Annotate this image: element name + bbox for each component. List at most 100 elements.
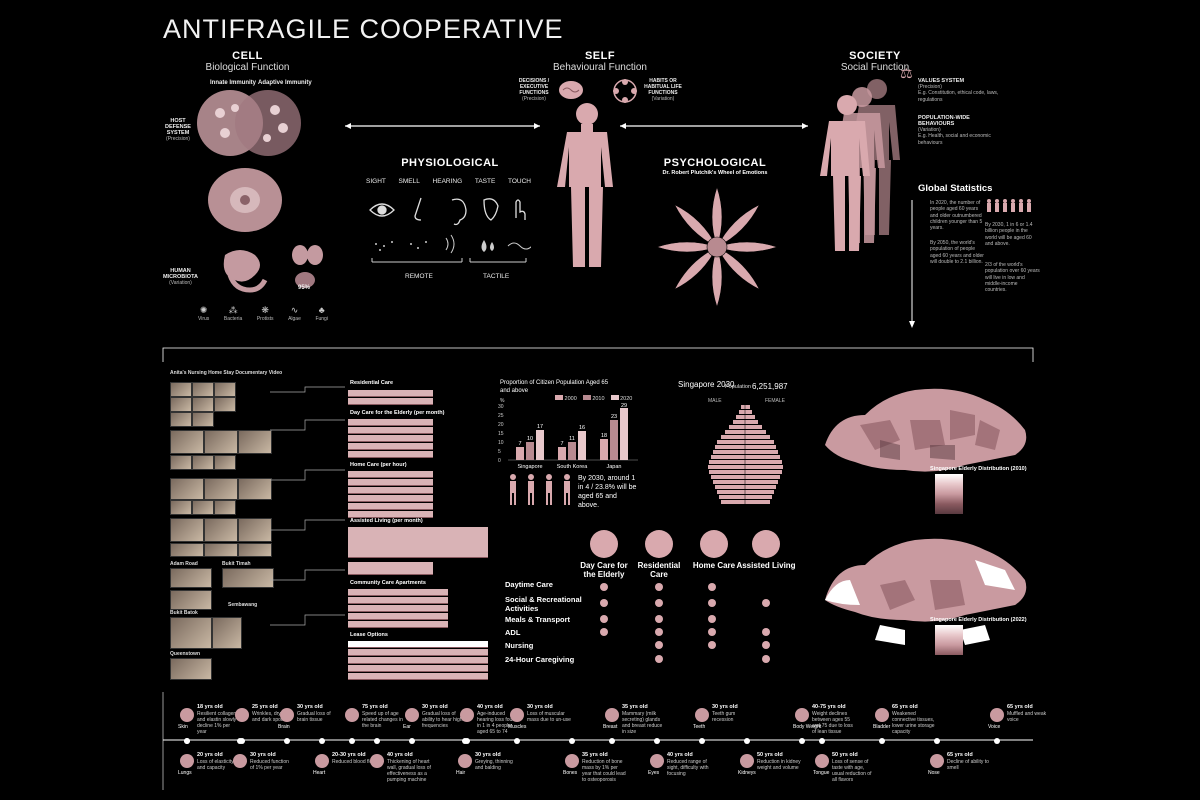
timeline-age: 20-30 yrs old	[332, 752, 366, 758]
elderly-figures	[510, 474, 570, 505]
timeline-description: Wrinkles, dryness and dark spots	[252, 710, 292, 723]
svg-text:Singapore: Singapore	[517, 464, 542, 470]
map-2022-title: Singapore Elderly Distribution (2022)	[930, 617, 1027, 623]
svg-text:7: 7	[518, 441, 521, 447]
timeline-organ-label: Nose	[928, 770, 940, 776]
sense-sight: SIGHT	[366, 178, 386, 185]
timeline-organ-label: Breast	[603, 724, 618, 730]
timeline-marker	[799, 738, 805, 744]
timeline-organ-label: Bladder	[873, 724, 891, 730]
timeline-entry: 30 yrs old Greying, thinning and balding	[475, 752, 519, 771]
pyramid-bar-female	[745, 480, 778, 484]
timeline-organ-icon	[565, 754, 579, 768]
microbe-virus: ✺ Virus	[198, 305, 210, 323]
activity-24hr: 24-Hour Caregiving	[505, 655, 575, 664]
timeline-age: 50 yrs old	[832, 752, 858, 758]
pyramid-bar-male	[713, 450, 745, 454]
timeline-marker	[184, 738, 190, 744]
pyramid-bar-male	[741, 405, 745, 409]
timeline-marker	[744, 738, 750, 744]
timeline-description: Loss of sense of taste with age, usual r…	[832, 758, 872, 783]
global-fact-3: By 2050, the world's population of peopl…	[930, 240, 984, 265]
timeline-entry: 40 yrs old Reduced range of sight, diffic…	[667, 752, 711, 777]
timeline-age: 65 yrs old	[892, 704, 918, 710]
timeline-description: Reduction in kidney weight and volume	[757, 758, 801, 771]
timeline-entry: 65 yrs old Decline of ability to smell	[947, 752, 991, 771]
pyramid-bar-female	[745, 460, 782, 464]
host-defense: HOST DEFENSE SYSTEM (Precision)	[158, 118, 198, 142]
timeline-organ-icon	[695, 708, 709, 722]
self-section: SELF Behavioural Function	[520, 50, 680, 73]
timeline-age: 65 yrs old	[947, 752, 973, 758]
activity-social: Social & Recreational Activities	[505, 595, 582, 613]
table-community-title: Community Care Apartments	[350, 580, 426, 586]
organs-diagram	[223, 245, 323, 293]
timeline-entry: 20-30 yrs old Reduced blood flow	[332, 752, 376, 765]
timeline-marker	[699, 738, 705, 744]
location-bukit-timah: Bukit Timah	[222, 561, 251, 567]
video-title: Anita's Nursing Home Stay Documentary Vi…	[170, 370, 283, 376]
pyramid-bar-female	[745, 450, 778, 454]
scales-icon: ⚖	[900, 65, 913, 81]
population-desc: E.g. Health, social and economic behavio…	[918, 133, 991, 146]
svg-text:23: 23	[611, 414, 617, 420]
timeline-organ-icon	[990, 708, 1004, 722]
timeline-organ-label: Brain	[278, 724, 290, 730]
table-residential-title: Residential Care	[350, 380, 394, 386]
microbe-fungi: ♣ Fungi	[315, 305, 328, 323]
timeline-entry: 30 yrs old Reduced function of 1% per yea…	[250, 752, 294, 771]
pyramid-bar-male	[715, 485, 745, 489]
timeline-marker	[462, 738, 468, 744]
timeline-description: Age-induced hearing loss found in 1 in 4…	[477, 710, 518, 735]
emotion-wheel	[656, 186, 778, 308]
timeline-organ-icon	[875, 708, 889, 722]
map-2010-legend	[935, 474, 963, 514]
timeline-age: 40 yrs old	[667, 752, 693, 758]
timeline-age: 30 yrs old	[475, 752, 501, 758]
timeline-entry: 30 yrs old Loss of muscular mass due to u…	[527, 704, 571, 723]
location-queenstown: Queenstown	[170, 651, 201, 657]
timeline-description: Weakened connective tissues, lower urine…	[892, 710, 935, 735]
timeline-marker	[284, 738, 290, 744]
svg-text:29: 29	[621, 403, 627, 409]
pyramid-female-label: FEMALE	[765, 398, 786, 404]
timeline-age: 40 yrs old	[477, 704, 503, 710]
page-title: ANTIFRAGILE COOPERATIVE	[163, 14, 564, 44]
timeline-description: Gradual loss of brain tissue	[297, 710, 331, 723]
timeline-entry: 35 yrs old Reduction of bone mass by 1% p…	[582, 752, 626, 783]
society-section: SOCIETY Social Function	[795, 50, 955, 73]
values-label: VALUES SYSTEM	[918, 78, 965, 84]
cell-heading: CELL	[232, 50, 263, 62]
timeline-entry: 25 yrs old Wrinkles, dryness and dark spo…	[252, 704, 296, 723]
timeline-organ-icon	[405, 708, 419, 722]
timeline-organ-icon	[315, 754, 329, 768]
pyramid-male-label: MALE	[708, 398, 722, 404]
svg-text:15: 15	[498, 431, 504, 437]
society-figures	[820, 79, 900, 251]
pyramid-bar-male	[739, 410, 745, 414]
timeline-entry: 50 yrs old Loss of sense of taste with ag…	[832, 752, 876, 783]
timeline-organ-label: Muscles	[508, 724, 527, 730]
timeline-marker	[319, 738, 325, 744]
senses-icons	[369, 197, 531, 263]
legend-2000: 2000	[555, 395, 577, 402]
singapore-map-2022	[825, 538, 1027, 645]
timeline-organ-icon	[815, 754, 829, 768]
timeline-age: 40 yrs old	[387, 752, 413, 758]
activity-meals: Meals & Transport	[505, 615, 571, 624]
timeline-age: 75 yrs old	[362, 704, 388, 710]
global-stats-heading: Global Statistics	[918, 183, 993, 194]
timeline-age: 30 yrs old	[250, 752, 276, 758]
pyramid-bar-male	[721, 435, 745, 439]
pyramid-bar-female	[745, 430, 766, 434]
pyramid-bar-female	[745, 465, 783, 469]
timeline-organ-label: Body Weight	[793, 724, 822, 730]
psychological-heading: PSYCHOLOGICAL	[663, 157, 767, 169]
pyramid-title: Singapore 2030	[678, 380, 735, 389]
svg-text:5: 5	[498, 449, 501, 455]
timeline-entry: 65 yrs old Muffled and weak voice	[1007, 704, 1051, 723]
microbiota-label: HUMAN MICROBIOTA	[162, 268, 199, 280]
timeline-age: 30 yrs old	[712, 704, 738, 710]
legend-2010: 2010	[582, 395, 605, 402]
timeline-organ-icon	[345, 708, 359, 722]
